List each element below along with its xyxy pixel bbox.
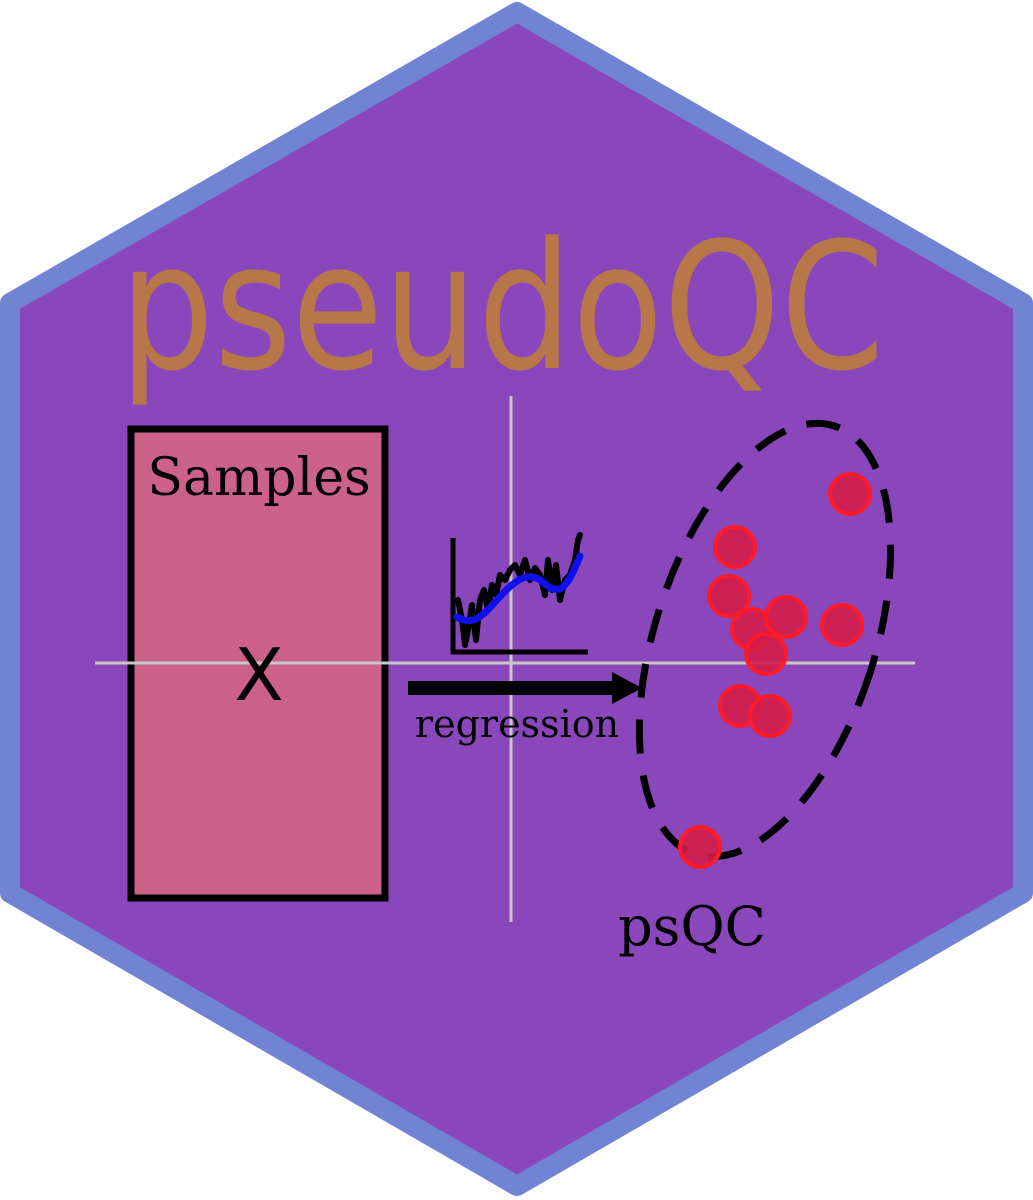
psqc-points [678, 472, 872, 869]
mini-plot-fit-curve [453, 552, 584, 625]
mini-plot-axes [450, 538, 588, 655]
matrix-x-label: X [234, 633, 283, 717]
data-point [744, 632, 788, 676]
mini-plot-data-points [455, 532, 583, 648]
arrow-head-icon [612, 672, 642, 704]
data-point [820, 603, 864, 647]
psqc-cluster-ellipse [635, 419, 895, 861]
psqc-label: psQC [618, 895, 766, 958]
data-point [707, 574, 751, 618]
samples-label: Samples [147, 448, 370, 508]
data-point [678, 825, 722, 869]
mini-regression-plot [450, 532, 588, 655]
regression-arrow [408, 672, 642, 704]
data-point [748, 694, 792, 738]
data-point [764, 595, 808, 639]
data-point [828, 472, 872, 516]
data-point [713, 525, 757, 569]
logo-title: pseudoQC [120, 205, 885, 410]
regression-label: regression [415, 702, 619, 746]
